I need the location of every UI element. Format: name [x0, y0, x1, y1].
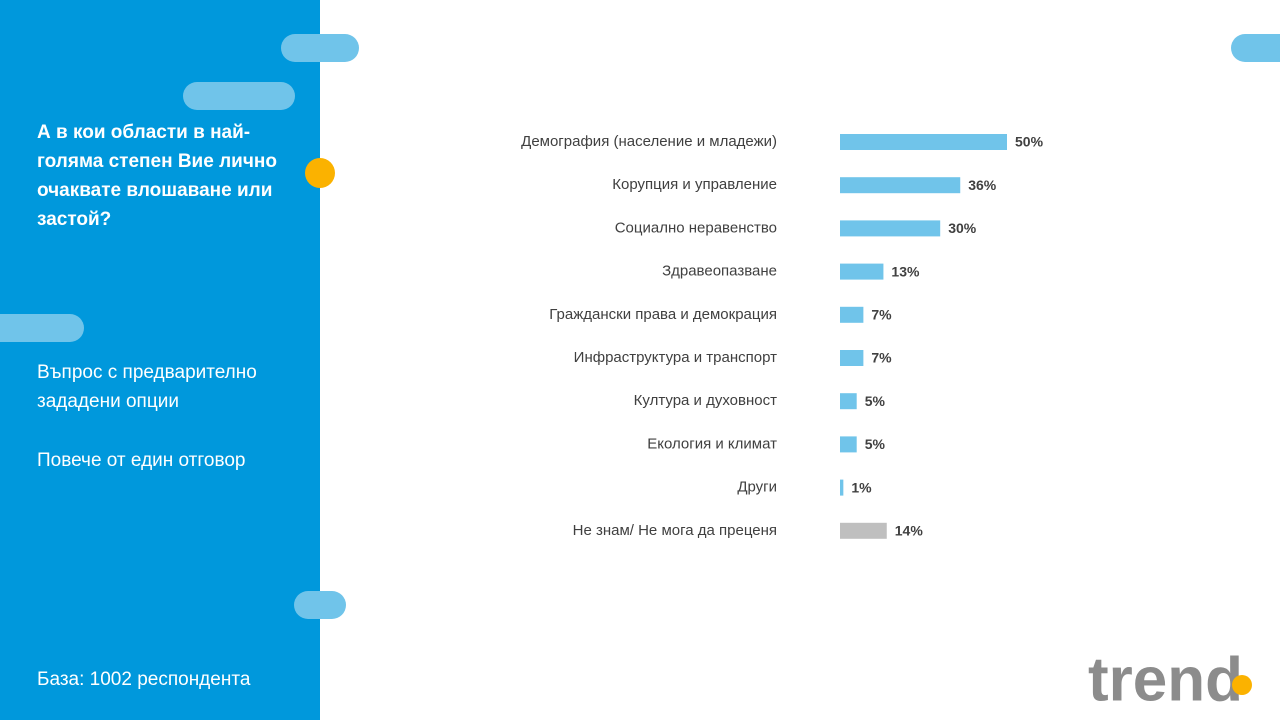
category-label: Здравеопазване — [662, 263, 777, 280]
value-label: 30% — [948, 220, 977, 236]
bar — [840, 436, 857, 453]
decor-dot — [305, 158, 335, 188]
value-label: 14% — [895, 523, 924, 539]
question: А в кои области в най-голяма степен Вие … — [37, 122, 277, 230]
note: Повече от един отговор — [37, 450, 246, 471]
side-panel — [0, 0, 320, 720]
value-label: 1% — [851, 479, 872, 495]
logo-icon — [1232, 675, 1252, 695]
bar — [840, 393, 857, 410]
bar — [840, 134, 1007, 150]
category-label: Култура и духовност — [634, 392, 777, 409]
value-label: 5% — [865, 393, 886, 409]
category-label: Демография (население и младежи) — [521, 133, 777, 150]
logo: trend — [1088, 645, 1243, 714]
bar — [840, 522, 887, 539]
category-label: Други — [737, 479, 777, 496]
decor-pill — [0, 314, 84, 342]
category-label: Екология и климат — [647, 435, 777, 452]
bar — [840, 263, 884, 280]
value-label: 7% — [871, 307, 892, 323]
value-label: 36% — [968, 177, 997, 193]
bar — [840, 220, 941, 237]
decor-pill — [294, 591, 346, 619]
value-label: 13% — [891, 263, 920, 279]
bar — [840, 306, 864, 323]
value-label: 50% — [1015, 134, 1044, 150]
decor-pill — [281, 34, 359, 62]
base-note: База: 1002 респондента — [37, 669, 251, 690]
category-label: Корупция и управление — [612, 176, 777, 193]
category-label: Социално неравенство — [615, 219, 777, 236]
note: Въпрос с предварително зададени опции — [37, 362, 257, 412]
decor-pill — [1231, 34, 1280, 62]
category-label: Не знам/ Не мога да преценя — [573, 522, 777, 539]
decor-pill — [183, 82, 295, 110]
bar — [840, 350, 864, 366]
value-label: 5% — [865, 436, 886, 452]
bar — [840, 479, 844, 496]
category-label: Граждански права и демокрация — [549, 306, 777, 323]
bar — [840, 177, 961, 194]
value-label: 7% — [871, 350, 892, 366]
category-label: Инфраструктура и транспорт — [574, 349, 777, 366]
